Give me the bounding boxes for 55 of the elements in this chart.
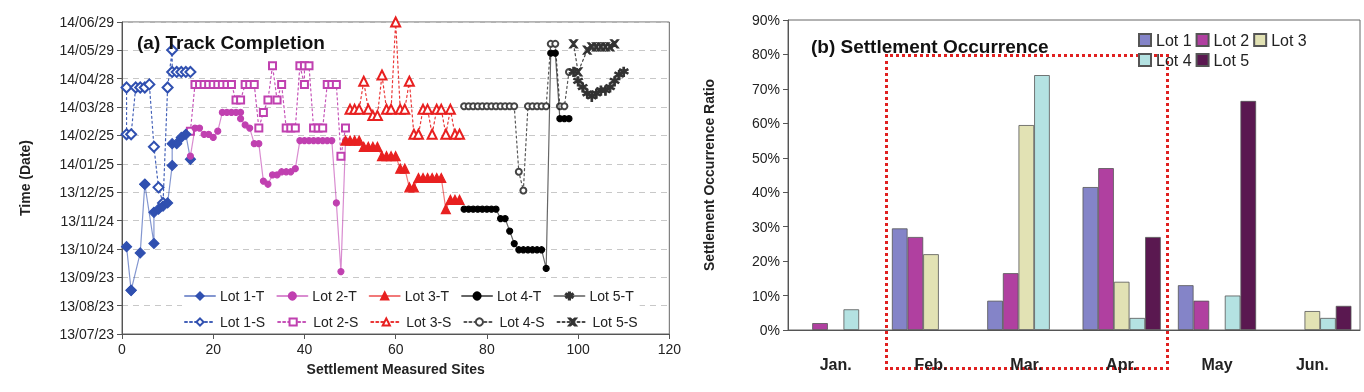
- text: (a) Track Completion: [137, 32, 325, 53]
- x-tick-label: 100: [566, 341, 590, 357]
- x-tick-label: 120: [657, 341, 682, 357]
- text: 13/09/23: [59, 269, 115, 286]
- legend-label: Lot 5-S: [592, 314, 638, 330]
- legend-label: Lot 4-T: [497, 288, 542, 304]
- y-tick-label: 10%: [751, 287, 780, 304]
- y-tick-label: 60%: [751, 115, 780, 132]
- legend-label: Lot 4: [1156, 51, 1192, 69]
- text: 14/06/29: [59, 14, 115, 30]
- x-tick-label: 0: [118, 341, 127, 357]
- y-tick-label: 20%: [751, 253, 780, 270]
- x-tick-label: Jan.: [819, 355, 852, 373]
- legend-label: Lot 3-S: [406, 314, 452, 330]
- legend-label: Lot 5-T: [589, 288, 635, 304]
- x-tick-label: 80: [479, 341, 495, 357]
- text: 14/04/28: [59, 70, 115, 87]
- x-tick-label: Mar.: [1010, 355, 1043, 373]
- legend-label: Lot 5: [1213, 51, 1250, 69]
- y-tick-label: 50%: [751, 149, 780, 166]
- legend-label: Lot 3: [1271, 31, 1307, 49]
- legend-label: Lot 2-T: [312, 288, 358, 304]
- y-tick-label: 30%: [751, 218, 780, 235]
- x-tick-label: 20: [205, 341, 222, 357]
- x-tick-label: Apr.: [1106, 355, 1138, 373]
- x-tick-label: 40: [296, 341, 313, 357]
- text: 13/11/24: [60, 212, 115, 229]
- text: 14/02/25: [59, 127, 115, 144]
- y-axis-title: Settlement Occurrence Ratio: [701, 78, 717, 272]
- x-tick-label: May: [1201, 355, 1233, 373]
- y-tick-label: 80%: [751, 46, 780, 63]
- y-tick-label: 0%: [759, 322, 780, 338]
- y-axis-title: Time (Date): [17, 140, 33, 216]
- x-tick-label: 60: [387, 341, 404, 357]
- text: 14/05/29: [59, 42, 115, 59]
- text: 13/10/24: [59, 240, 115, 257]
- text: (b) Settlement Occurrence: [811, 36, 1049, 57]
- text: 13/08/23: [59, 297, 115, 314]
- legend-label: Lot 1-T: [220, 288, 265, 304]
- text: 14/01/25: [59, 155, 115, 172]
- text: 14/03/28: [59, 99, 115, 116]
- legend-label: Lot 2: [1213, 31, 1250, 49]
- x-tick-label: Jun.: [1295, 355, 1329, 373]
- y-tick-label: 90%: [751, 12, 780, 28]
- legend-label: Lot 1: [1156, 31, 1192, 49]
- legend-label: Lot 1-S: [220, 314, 266, 330]
- text: 13/12/25: [59, 184, 115, 201]
- text: 13/07/23: [59, 326, 115, 342]
- y-tick-label: 40%: [751, 184, 780, 201]
- legend-label: Lot 4-S: [499, 314, 545, 330]
- x-axis-title: Settlement Measured Sites: [306, 361, 485, 377]
- legend-label: Lot 3-T: [404, 288, 450, 304]
- legend-label: Lot 2-S: [313, 314, 359, 330]
- x-tick-label: Feb.: [914, 355, 948, 373]
- y-tick-label: 70%: [751, 80, 780, 97]
